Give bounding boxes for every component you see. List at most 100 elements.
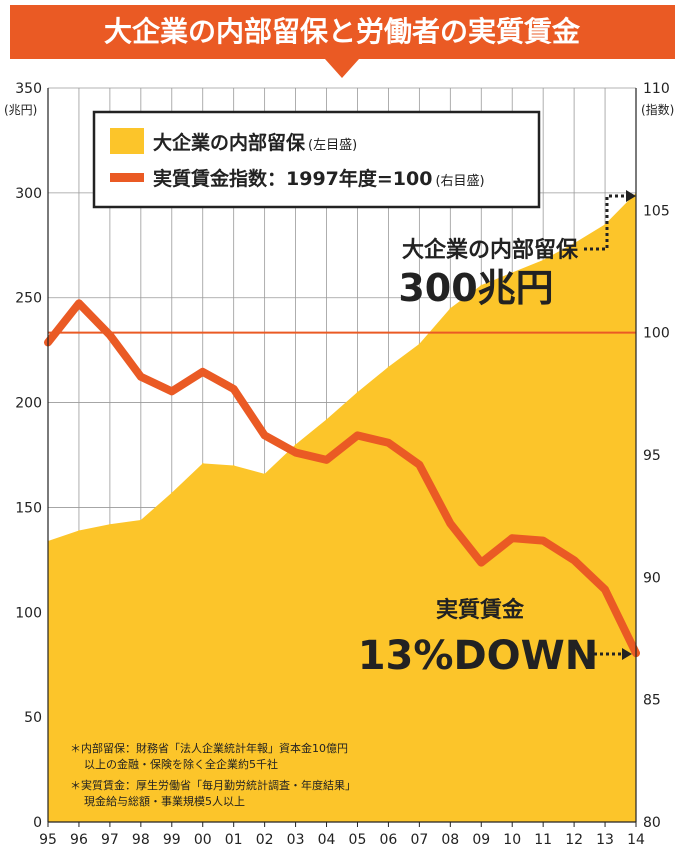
line-point [387, 442, 390, 444]
note-line-1: ＊内部留保：財務省「法人企業統計年報」資本金10億円 [70, 741, 348, 755]
x-tick-label: 11 [534, 832, 552, 848]
right-axis-unit: (指数) [641, 102, 674, 117]
line-point [233, 388, 235, 390]
line-layer [44, 299, 640, 658]
source-notes: ＊内部留保：財務省「法人企業統計年報」資本金10億円 以上の金融・保険を除く全企… [70, 741, 356, 808]
area-reserve [48, 192, 636, 822]
line-point [140, 376, 142, 378]
area-point [542, 259, 544, 261]
x-tick-label: 08 [441, 832, 459, 848]
line-point [202, 371, 204, 373]
line-point [604, 588, 606, 591]
area-point [294, 443, 297, 446]
left-tick-label: 250 [15, 291, 42, 307]
area-point [449, 307, 451, 309]
area-point [387, 366, 390, 368]
title-banner: 大企業の内部留保と労働者の実質賃金 [10, 5, 675, 78]
line-point [573, 559, 575, 561]
annotation-reserve-arrow [584, 194, 626, 251]
right-tick-label: 100 [643, 326, 670, 342]
chart-title: 大企業の内部留保と労働者の実質賃金 [104, 15, 581, 48]
line-point [294, 451, 297, 454]
area-point [109, 523, 111, 525]
line-point [511, 537, 513, 539]
line-point [542, 540, 544, 542]
x-tick-label: 05 [349, 832, 367, 848]
axis-layer: 0501001502002503003508085909510010511095… [15, 81, 669, 848]
annotation-reserve-label: 大企業の内部留保 [402, 237, 579, 263]
x-tick-label: 02 [256, 832, 274, 848]
note-line-4: 現金給与総額・事業規模5人以上 [84, 794, 245, 808]
annotation-reserve-arrowhead [626, 190, 636, 202]
area-point [604, 223, 606, 225]
line-point [109, 334, 111, 336]
area-point [356, 391, 359, 393]
annotation-wage-label: 実質賃金 [436, 597, 525, 623]
title-banner-pointer [325, 59, 359, 78]
right-tick-label: 105 [643, 203, 670, 219]
x-tick-label: 96 [70, 832, 88, 848]
area-point [325, 418, 328, 420]
right-tick-label: 110 [643, 81, 670, 97]
legend-wage-name: 実質賃金指数：1997年度=100 [153, 167, 432, 190]
area-point [511, 271, 513, 274]
line-point [171, 390, 173, 392]
line-point [449, 522, 451, 525]
area-point [140, 519, 142, 521]
legend-label-reserve: 大企業の内部留保 (左目盛) [153, 131, 357, 154]
area-point [233, 464, 235, 467]
area-point [480, 284, 482, 286]
legend-swatch-wage [110, 173, 144, 182]
area-layer [47, 192, 637, 822]
line-point [264, 434, 266, 437]
x-tick-label: 97 [101, 832, 119, 848]
line-point [78, 302, 80, 304]
legend-box [92, 110, 541, 209]
x-tick-label: 13 [596, 832, 614, 848]
note-line-3: ＊実質賃金：厚生労働省「毎月勤労統計調査・年度結果」 [70, 778, 356, 792]
x-tick-label: 99 [163, 832, 181, 848]
x-tick-label: 98 [132, 832, 150, 848]
legend: 大企業の内部留保 (左目盛) 実質賃金指数：1997年度=100 (右目盛) [92, 110, 541, 209]
area-point [418, 343, 420, 345]
line-wage-index [44, 299, 640, 658]
x-tick-label: 10 [503, 832, 521, 848]
left-tick-label: 100 [15, 605, 42, 621]
line-point [356, 434, 359, 437]
title-banner-bg [10, 5, 675, 59]
area-point [202, 462, 204, 464]
left-tick-label: 350 [15, 81, 42, 97]
legend-reserve-name: 大企業の内部留保 [153, 131, 306, 154]
legend-swatch-reserve [110, 128, 144, 154]
x-tick-label: 09 [472, 832, 490, 848]
x-tick-label: 95 [39, 832, 57, 848]
x-tick-label: 00 [194, 832, 212, 848]
x-tick-label: 07 [410, 832, 428, 848]
legend-wage-note: (右目盛) [435, 174, 484, 189]
left-tick-label: 300 [15, 186, 42, 202]
legend-label-wage: 実質賃金指数：1997年度=100 (右目盛) [153, 167, 485, 190]
legend-reserve-note: (左目盛) [308, 138, 357, 153]
x-tick-label: 06 [380, 832, 398, 848]
right-tick-label: 90 [643, 570, 661, 586]
left-axis-unit: (兆円) [4, 103, 37, 117]
left-tick-label: 200 [15, 396, 42, 412]
x-tick-label: 04 [318, 832, 336, 848]
left-tick-label: 50 [24, 710, 42, 726]
area-point [264, 473, 266, 475]
note-line-2: 以上の金融・保険を除く全企業約5千社 [84, 757, 278, 771]
x-tick-label: 12 [565, 832, 583, 848]
area-point [78, 529, 80, 532]
line-point [418, 464, 420, 466]
x-tick-label: 01 [225, 832, 243, 848]
annotation-wage-arrowhead [622, 648, 632, 660]
right-tick-label: 85 [643, 693, 661, 709]
left-tick-label: 150 [15, 500, 42, 516]
line-point [325, 459, 328, 461]
right-tick-label: 95 [643, 448, 661, 464]
line-point [480, 562, 482, 564]
annotation-wage-value: 13%DOWN [358, 633, 599, 679]
left-tick-label: 0 [33, 815, 42, 831]
area-point [573, 242, 575, 244]
